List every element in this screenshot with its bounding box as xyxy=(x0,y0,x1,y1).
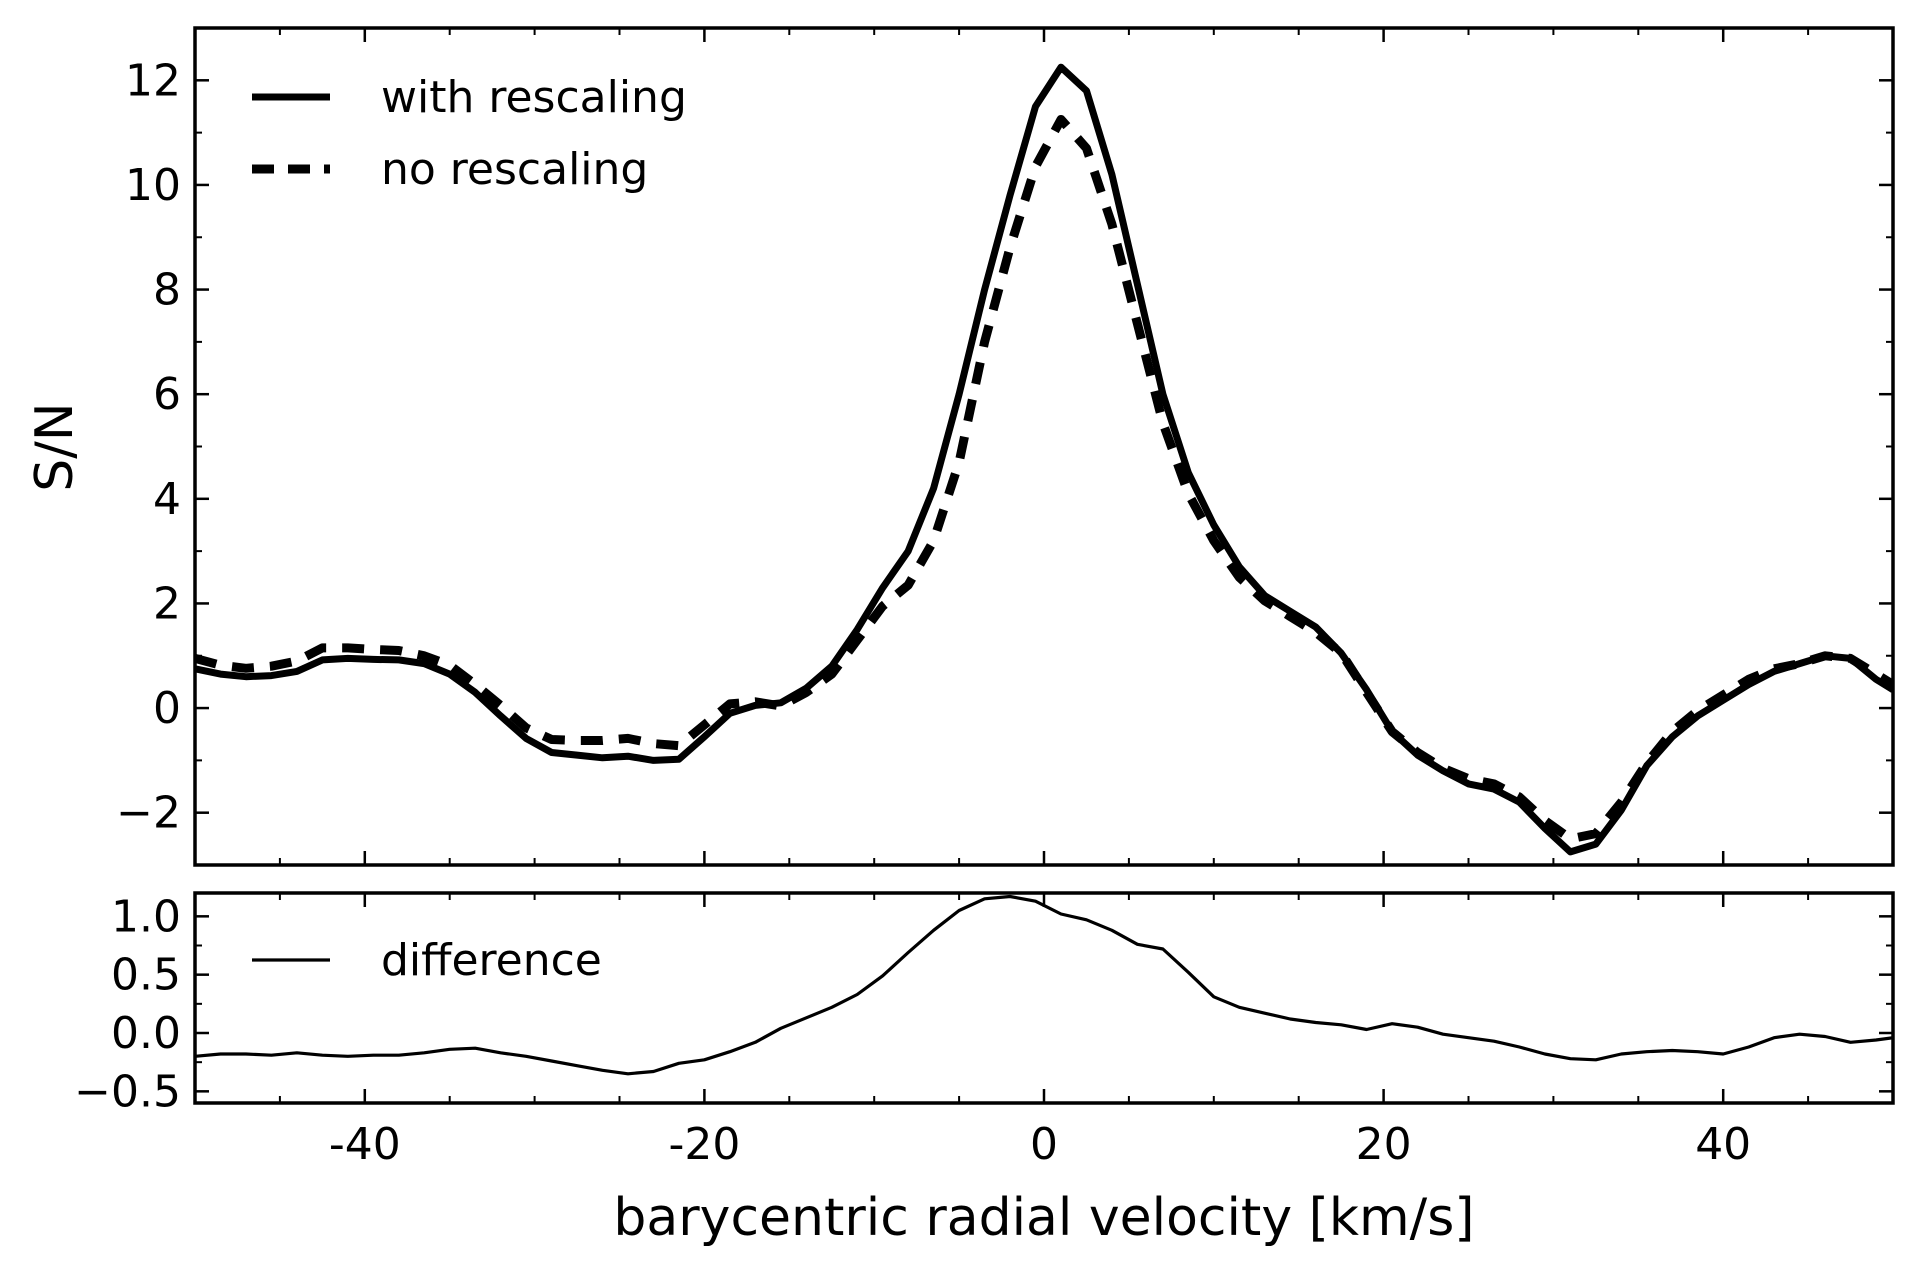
top-panel: −2 0 2 4 6 8 10 12 S/N with rescaling no rescali… xyxy=(25,26,1895,867)
x-tick-label: -20 xyxy=(668,1119,740,1170)
y-tick-label: 12 xyxy=(125,55,181,106)
legend-label: no rescaling xyxy=(381,144,648,195)
bottom-plot-frame xyxy=(193,891,1895,1105)
y-tick-label: 2 xyxy=(153,578,181,629)
top-y-axis-label: S/N xyxy=(25,402,85,491)
x-axis-label: barycentric radial velocity [km/s] xyxy=(613,1188,1474,1248)
series-line-no-rescaling xyxy=(195,115,1893,844)
series-line-with-rescaling xyxy=(195,63,1893,856)
y-tick-label: 10 xyxy=(125,160,181,211)
y-tick-label: −2 xyxy=(116,788,181,839)
y-tick-label: 0 xyxy=(153,683,181,734)
top-plot-frame xyxy=(193,26,1895,867)
x-tick-label: 40 xyxy=(1695,1119,1751,1170)
series-line-difference xyxy=(195,894,1893,1076)
bottom-panel: −0.5 0.0 0.5 1.0 -40 -20 0 20 40 barycentric rad… xyxy=(74,891,1895,1248)
x-tick-label: 20 xyxy=(1356,1119,1412,1170)
top-axis-tick-labels: −2 0 2 4 6 8 10 12 xyxy=(116,55,181,838)
top-series-lines xyxy=(195,63,1893,856)
x-tick-label: -40 xyxy=(329,1119,401,1170)
bottom-axis-tick-labels: −0.5 0.0 0.5 1.0 -40 -20 0 20 40 xyxy=(74,891,1751,1170)
top-legend: with rescaling no rescaling xyxy=(252,72,687,195)
y-tick-label: 4 xyxy=(153,474,181,525)
legend-label: with rescaling xyxy=(381,72,687,123)
bottom-legend: difference xyxy=(252,935,602,986)
y-tick-label: 0.0 xyxy=(111,1008,181,1059)
y-tick-label: 8 xyxy=(153,265,181,316)
x-tick-label: 0 xyxy=(1030,1119,1058,1170)
legend-label: difference xyxy=(381,935,602,986)
y-tick-label: 6 xyxy=(153,369,181,420)
y-tick-label: 1.0 xyxy=(111,891,181,942)
bottom-series-lines xyxy=(195,894,1893,1076)
y-tick-label: 0.5 xyxy=(111,950,181,1001)
y-tick-label: −0.5 xyxy=(74,1066,181,1117)
